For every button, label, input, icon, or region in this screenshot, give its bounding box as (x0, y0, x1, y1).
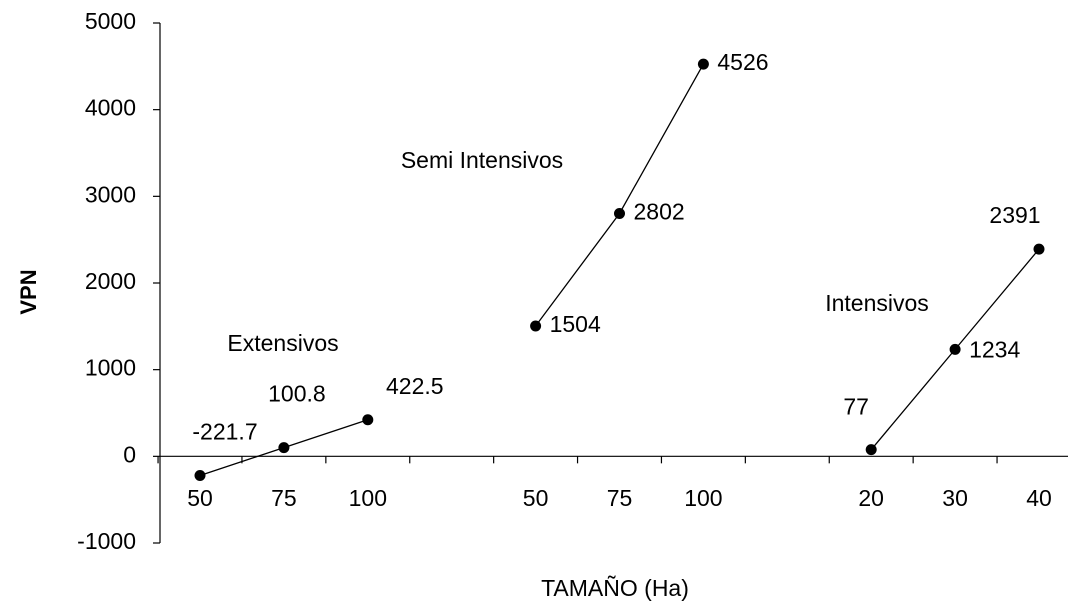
x-tick-label: 50 (187, 485, 213, 511)
x-tick-label: 30 (942, 485, 968, 511)
x-axis-label: TAMAÑO (Ha) (541, 575, 689, 601)
x-tick-label: 20 (858, 485, 884, 511)
line (535, 63, 704, 327)
point (865, 444, 877, 456)
data-label: 2391 (989, 202, 1040, 228)
x-tick-label: 75 (607, 485, 633, 511)
point (362, 414, 374, 426)
x-tick-label: 50 (523, 485, 549, 511)
point (697, 58, 709, 70)
data-label: 4526 (717, 49, 768, 75)
x-tick-label: 75 (271, 485, 297, 511)
y-tick-label: 0 (123, 441, 136, 467)
y-tick-label: 4000 (85, 95, 136, 121)
point (194, 470, 206, 482)
point (1033, 243, 1045, 255)
data-label: 77 (843, 394, 869, 420)
point (949, 343, 961, 355)
x-tick-label: 40 (1026, 485, 1052, 511)
series-label: Extensivos (227, 330, 338, 356)
point (614, 207, 625, 219)
y-tick-label: 5000 (85, 8, 136, 34)
y-tick-label: 1000 (85, 355, 136, 381)
data-label: -221.7 (192, 419, 257, 445)
data-label: 422.5 (386, 373, 444, 399)
data-label: 1504 (550, 311, 601, 337)
x-tick-label: 100 (684, 485, 722, 511)
series-label: Intensivos (825, 290, 929, 316)
data-label: 2802 (634, 199, 685, 225)
series-label: Semi Intensivos (401, 147, 563, 173)
y-axis-label: VPN (16, 269, 41, 314)
data-label: 1234 (969, 336, 1020, 362)
data-label: 100.8 (268, 381, 326, 407)
x-tick-label: 100 (349, 485, 387, 511)
point (278, 442, 290, 454)
y-tick-label: -1000 (77, 528, 136, 554)
y-tick-label: 3000 (85, 181, 136, 207)
y-tick-label: 2000 (85, 268, 136, 294)
point (530, 320, 542, 332)
